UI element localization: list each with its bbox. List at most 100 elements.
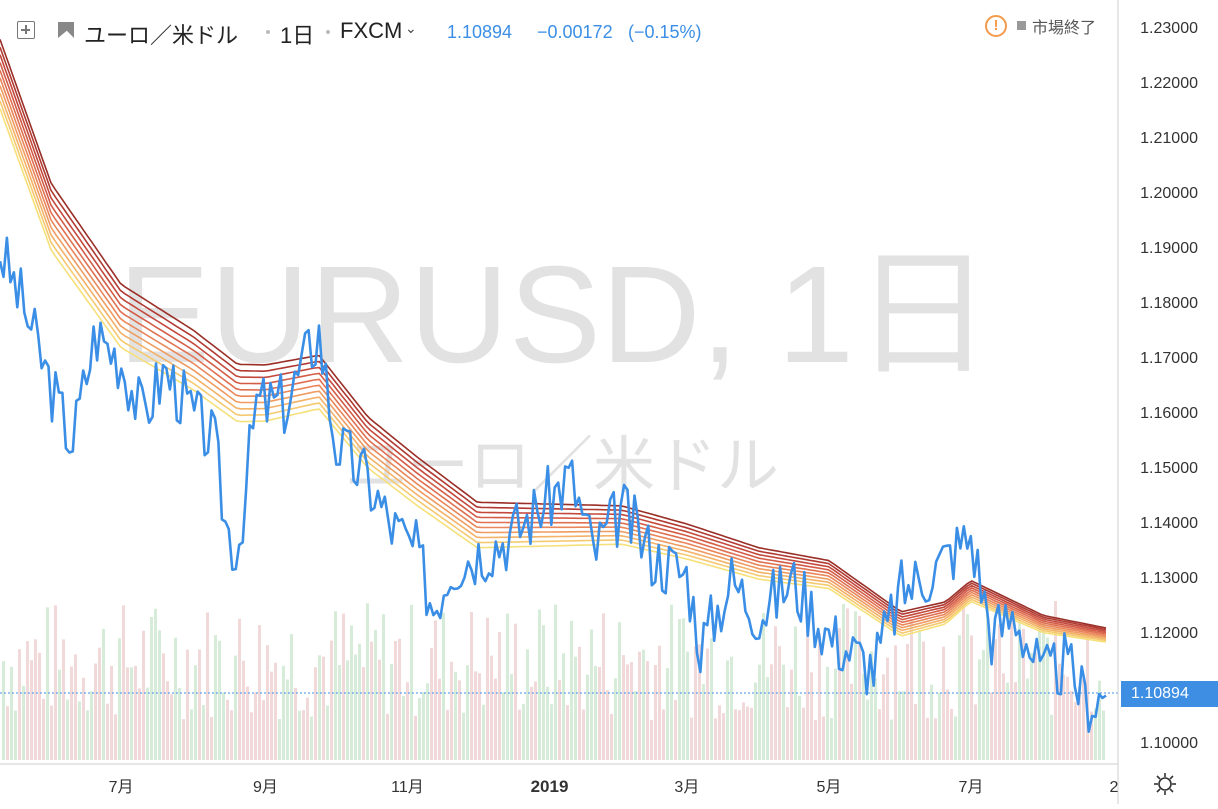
volume-bar	[226, 699, 229, 760]
volume-bar	[74, 654, 77, 760]
time-axis-label: 7月	[958, 779, 983, 796]
volume-bar	[322, 656, 325, 760]
volume-bar	[378, 659, 381, 760]
volume-bar	[58, 669, 61, 760]
volume-bar	[98, 647, 101, 760]
volume-bar	[86, 710, 89, 760]
volume-bar	[1018, 620, 1021, 760]
price-axis-label: 1.15000	[1140, 460, 1198, 477]
volume-bar	[1098, 680, 1101, 760]
volume-bar	[1030, 652, 1033, 760]
volume-bar	[818, 633, 821, 760]
volume-bar	[410, 604, 413, 760]
volume-bar	[490, 655, 493, 760]
volume-bar	[714, 718, 717, 760]
volume-bar	[142, 630, 145, 760]
volume-bar	[762, 613, 765, 760]
volume-bar	[614, 678, 617, 760]
volume-bar	[446, 709, 449, 760]
volume-bar	[438, 678, 441, 760]
volume-bar	[262, 700, 265, 760]
volume-bar	[302, 710, 305, 760]
volume-bar	[258, 625, 261, 760]
volume-bar	[354, 654, 357, 760]
volume-bar	[162, 653, 165, 760]
price-change: −0.00172	[537, 22, 613, 42]
volume-bar	[722, 713, 725, 760]
volume-bar	[158, 630, 161, 760]
volume-bar	[930, 684, 933, 760]
volume-bar	[506, 613, 509, 760]
volume-bar	[1014, 682, 1017, 760]
volume-bar	[466, 665, 469, 760]
volume-bar	[966, 614, 969, 760]
compare-icon[interactable]	[17, 21, 35, 39]
volume-bar	[718, 705, 721, 760]
volume-bar	[638, 651, 641, 760]
volume-bar	[746, 706, 749, 760]
volume-bar	[962, 606, 965, 760]
interval-label[interactable]: 1日	[280, 23, 315, 48]
alert-icon[interactable]: !	[985, 15, 1007, 37]
volume-bar	[106, 703, 109, 760]
time-axis-label: 2	[1110, 779, 1119, 796]
volume-bar	[346, 660, 349, 760]
volume-bar	[42, 698, 45, 760]
volume-bar	[214, 635, 217, 760]
volume-bar	[266, 645, 269, 760]
volume-bar	[202, 704, 205, 760]
volume-bar	[138, 688, 141, 760]
price-axis-label: 1.20000	[1140, 185, 1198, 202]
volume-bar	[934, 718, 937, 760]
volume-bar	[938, 692, 941, 760]
volume-bar	[326, 705, 329, 760]
volume-bar	[474, 671, 477, 760]
symbol-name[interactable]: ユーロ／米ドル	[84, 23, 239, 48]
last-price: 1.10894	[447, 22, 513, 42]
volume-bar	[82, 677, 85, 760]
settings-icon[interactable]	[1153, 772, 1177, 796]
volume-bar	[470, 611, 473, 760]
time-axis-label: 11月	[391, 779, 424, 796]
volume-bar	[10, 666, 13, 760]
volume-bar	[178, 687, 181, 760]
volume-bar	[358, 643, 361, 760]
volume-bar	[866, 699, 869, 760]
volume-bar	[414, 715, 417, 760]
volume-bar	[422, 692, 425, 760]
flag-icon[interactable]	[58, 22, 74, 38]
volume-bar	[522, 703, 525, 760]
market-status-icon	[1017, 21, 1026, 30]
volume-bar	[1006, 682, 1009, 760]
volume-bar	[502, 692, 505, 760]
volume-bar	[494, 678, 497, 760]
volume-bar	[22, 685, 25, 760]
volume-bar	[926, 717, 929, 760]
volume-bar	[122, 605, 125, 760]
volume-bar	[874, 678, 877, 760]
volume-bar	[450, 661, 453, 760]
time-axis-label: 9月	[253, 779, 278, 796]
volume-bar	[518, 709, 521, 760]
volume-bar	[118, 638, 121, 760]
chevron-down-icon[interactable]: ⌄	[405, 20, 417, 36]
volume-bar	[970, 635, 973, 760]
volume-bar	[986, 603, 989, 760]
volume-bar	[94, 663, 97, 760]
volume-bar	[310, 716, 313, 760]
volume-bar	[150, 616, 153, 760]
volume-bar	[282, 665, 285, 760]
volume-bar	[366, 603, 369, 760]
volume-bar	[590, 629, 593, 760]
volume-bar	[270, 671, 273, 760]
volume-bar	[738, 710, 741, 760]
time-axis[interactable]: 7月 9月 11月 2019 3月 5月 7月 2	[109, 777, 1119, 796]
volume-bar	[578, 646, 581, 760]
volume-bar	[46, 607, 49, 760]
volume-bar	[318, 655, 321, 760]
source-label[interactable]: FXCM	[340, 18, 403, 43]
volume-bar	[674, 699, 677, 760]
volume-bar	[694, 646, 697, 760]
